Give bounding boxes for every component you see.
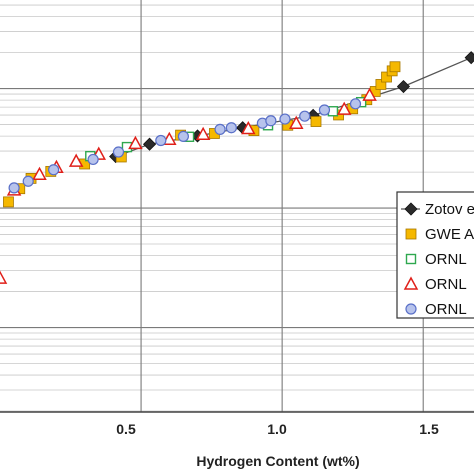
legend-label-ornl-squares: ORNL xyxy=(425,251,467,268)
series-4 xyxy=(8,98,362,194)
x-axis-title: Hydrogen Content (wt%) xyxy=(196,453,359,469)
data-point xyxy=(3,196,14,208)
data-point xyxy=(349,98,362,110)
data-point xyxy=(87,153,99,166)
data-point xyxy=(381,71,392,83)
data-point xyxy=(225,122,237,134)
data-point xyxy=(318,104,331,116)
data-series xyxy=(0,51,474,284)
legend-marker xyxy=(405,228,417,240)
legend-label-zotov: Zotov e xyxy=(425,201,474,218)
legend-label-ornl-triangles: ORNL xyxy=(425,276,467,293)
data-point xyxy=(396,79,411,94)
gridlines xyxy=(0,0,474,413)
data-point xyxy=(299,110,311,122)
data-point xyxy=(265,115,277,127)
data-point xyxy=(177,130,189,142)
legend-label-ornl-circles: ORNL xyxy=(425,301,467,318)
x-tick-label: 0.5 xyxy=(116,421,136,437)
data-point xyxy=(142,137,157,151)
data-point xyxy=(389,61,401,73)
data-point xyxy=(0,270,8,284)
x-tick-label: 1.0 xyxy=(267,421,287,437)
data-point xyxy=(464,51,474,65)
legend-marker xyxy=(403,276,419,290)
legend-marker xyxy=(405,303,417,315)
data-point xyxy=(279,113,291,125)
data-point xyxy=(48,164,60,176)
legend-marker xyxy=(404,202,418,216)
legend: Zotov e GWE A ORNL ORNL ORNL xyxy=(396,191,474,319)
data-point xyxy=(336,101,352,115)
data-point xyxy=(288,115,304,129)
data-point xyxy=(241,120,256,135)
data-point xyxy=(68,153,84,167)
data-point xyxy=(128,135,143,150)
data-point xyxy=(22,175,34,187)
data-point xyxy=(155,134,167,147)
x-tick-label: 1.5 xyxy=(419,421,439,437)
data-point xyxy=(310,116,322,127)
data-point xyxy=(32,166,47,181)
legend-marker xyxy=(405,253,417,265)
data-point xyxy=(362,87,377,101)
legend-swatches xyxy=(401,202,420,315)
data-point xyxy=(8,182,20,194)
legend-label-gwe: GWE A xyxy=(425,226,474,243)
data-point xyxy=(375,79,387,90)
data-point xyxy=(112,146,125,158)
data-point xyxy=(214,123,226,135)
data-point xyxy=(195,126,211,141)
